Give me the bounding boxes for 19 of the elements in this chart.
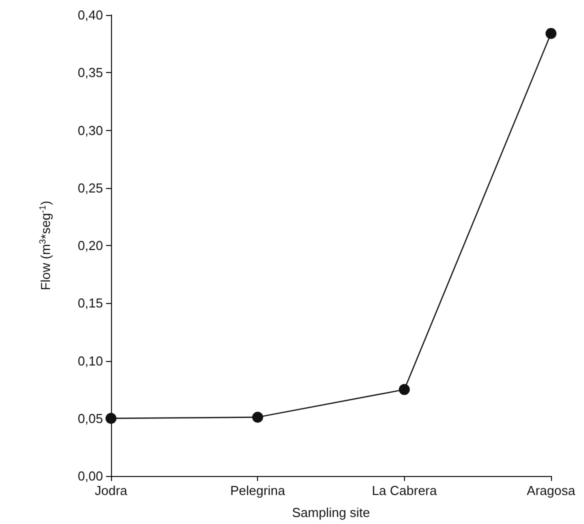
y-tick-label: 0,40 <box>78 8 103 22</box>
y-tick-label: 0,05 <box>78 410 103 426</box>
point <box>106 412 116 424</box>
y-tick-label: 0,10 <box>78 353 103 368</box>
point <box>252 412 264 423</box>
y-tick-label: 0,20 <box>78 238 103 253</box>
y-tick-label: 0,15 <box>78 296 103 311</box>
x-tick-label: La Cabrera <box>372 483 438 498</box>
y-tick-label: 0,30 <box>78 122 103 138</box>
x-tick-label: Aragosa <box>526 483 576 498</box>
y-tick-label: 0,35 <box>78 65 103 80</box>
x-tick-label: Jodra <box>94 483 128 498</box>
y-tick-label: 0,00 <box>78 468 103 484</box>
y-axis-title: Flow (m3*seg-1) <box>38 200 53 290</box>
y-tick-label: 0,25 <box>78 180 103 196</box>
x-tick-label: Pelegrina <box>230 483 286 498</box>
x-axis-title: Sampling site <box>292 505 370 520</box>
point <box>398 384 410 396</box>
point <box>546 28 556 39</box>
